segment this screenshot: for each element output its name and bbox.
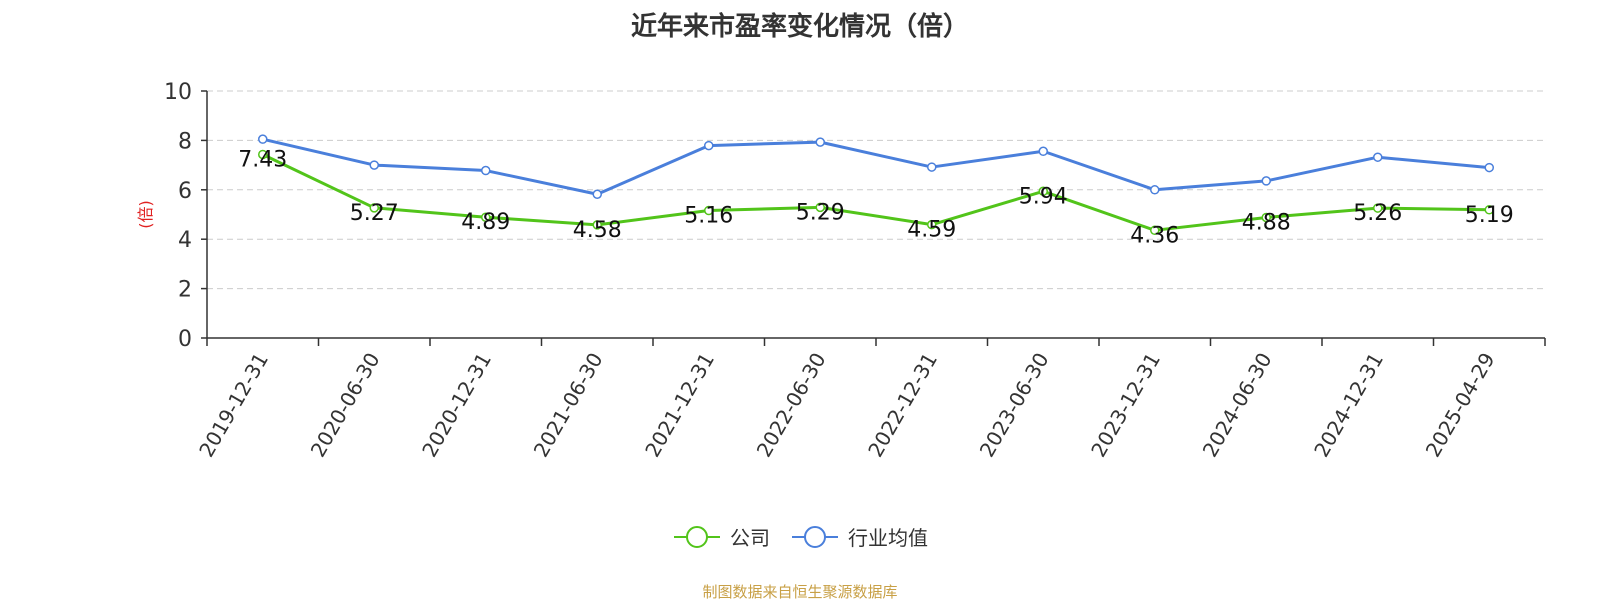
data-point-company — [369, 203, 379, 213]
data-label: 5.27 — [350, 201, 399, 226]
source-note: 制图数据来自恒生聚源数据库 — [702, 583, 898, 601]
x-tick-label: 2024-06-30 — [1198, 349, 1277, 462]
x-tick-label: 2023-06-30 — [975, 349, 1054, 462]
data-point-company — [815, 202, 825, 213]
data-point-industry-average — [1150, 185, 1160, 195]
data-point-industry-average — [927, 162, 937, 172]
data-point-company — [1484, 205, 1494, 215]
data-point-industry-average — [369, 160, 379, 170]
data-point-industry-average — [481, 165, 491, 176]
data-point-industry-average — [1261, 176, 1271, 186]
data-point-industry-average — [815, 137, 825, 147]
data-point-industry-average — [258, 134, 268, 144]
y-tick-label: 10 — [164, 80, 192, 105]
x-tick-label: 2022-06-30 — [752, 349, 831, 462]
y-tick-label: 4 — [178, 228, 192, 253]
x-tick-label: 2020-12-31 — [417, 349, 496, 462]
x-tick-label: 2022-12-31 — [863, 349, 942, 462]
data-label: 4.58 — [573, 218, 622, 243]
data-label: 7.43 — [238, 147, 287, 172]
data-point-industry-average — [1373, 152, 1383, 162]
legend-label-company: 公司 — [730, 526, 770, 550]
y-tick-label: 0 — [178, 327, 192, 352]
data-point-company — [1038, 186, 1048, 197]
data-point-company — [258, 149, 268, 160]
data-point-company — [592, 220, 602, 230]
legend-item-industry-average[interactable]: 行业均值 — [790, 522, 928, 551]
data-label: 4.36 — [1130, 223, 1179, 248]
x-tick-label: 2020-06-30 — [306, 349, 385, 462]
series-line-company — [262, 153, 1490, 232]
data-point-industry-average — [704, 140, 714, 151]
data-point-industry-average — [1038, 146, 1048, 157]
data-point-industry-average — [1484, 162, 1494, 173]
y-tick-label: 2 — [178, 278, 192, 303]
x-tick-label: 2021-12-31 — [640, 349, 719, 462]
x-tick-label: 2024-12-31 — [1309, 349, 1388, 462]
y-tick-label: 8 — [178, 129, 192, 154]
series-line-industry-average — [262, 137, 1490, 196]
legend: 公司 行业均值 — [0, 522, 1600, 551]
legend-item-company[interactable]: 公司 — [672, 522, 770, 551]
data-label: 5.19 — [1465, 203, 1514, 228]
data-label: 4.89 — [461, 210, 510, 235]
data-point-company — [927, 219, 937, 230]
data-point-company — [1373, 203, 1383, 213]
data-point-industry-average — [592, 189, 602, 199]
legend-marker-company — [674, 525, 720, 548]
chart-title: 近年来市盈率变化情况（倍） — [630, 12, 969, 42]
legend-label-industry-average: 行业均值 — [848, 526, 928, 550]
data-point-company — [1261, 212, 1271, 223]
data-label: 5.29 — [796, 200, 845, 225]
x-tick-label: 2019-12-31 — [194, 349, 273, 462]
data-point-company — [1150, 225, 1160, 236]
data-label: 4.88 — [1242, 210, 1291, 235]
data-label: 4.59 — [907, 218, 956, 243]
data-label: 5.16 — [684, 204, 733, 229]
x-tick-label: 2021-06-30 — [529, 349, 608, 462]
data-label: 5.94 — [1019, 184, 1068, 209]
data-point-company — [704, 205, 714, 216]
legend-marker-industry-average — [792, 525, 838, 548]
x-tick-label: 2025-04-29 — [1421, 349, 1500, 462]
y-tick-label: 6 — [178, 179, 192, 204]
x-tick-label: 2023-12-31 — [1086, 349, 1165, 462]
data-point-company — [481, 212, 491, 222]
y-axis-label: (倍) — [136, 200, 155, 229]
data-label: 5.26 — [1353, 201, 1402, 226]
